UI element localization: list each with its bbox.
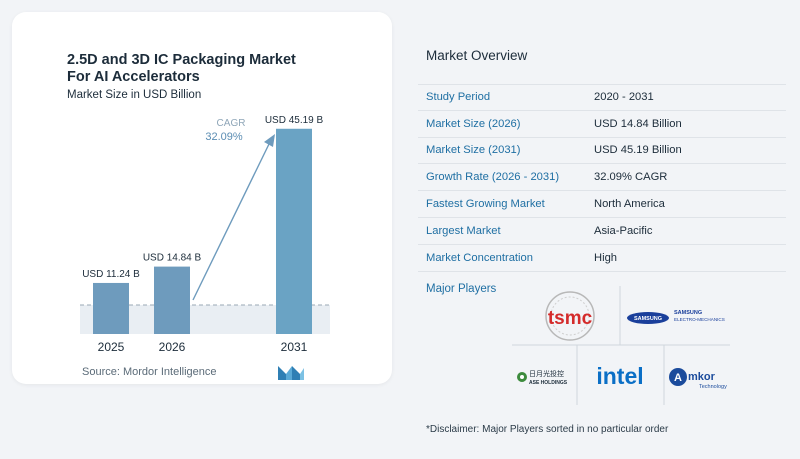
svg-text:SAMSUNG: SAMSUNG bbox=[634, 316, 662, 322]
overview-table: Study Period 2020 - 2031 Market Size (2026… bbox=[418, 84, 786, 272]
overview-row: Fastest Growing Market North America bbox=[418, 191, 786, 218]
bar-value-label: USD 14.84 B bbox=[143, 253, 202, 264]
overview-row-value: USD 45.19 Billion bbox=[594, 144, 682, 157]
svg-text:A: A bbox=[674, 372, 682, 384]
overview-row-label: Market Size (2026) bbox=[426, 117, 521, 130]
overview-row: Market Size (2026) USD 14.84 Billion bbox=[418, 111, 786, 138]
x-tick-label: 2031 bbox=[281, 340, 308, 354]
bar-value-label: USD 45.19 B bbox=[265, 115, 324, 126]
overview-row-label: Fastest Growing Market bbox=[426, 198, 545, 211]
intel-logo-icon: intel bbox=[596, 363, 643, 389]
tsmc-logo-icon: tsmc bbox=[545, 291, 595, 341]
svg-text:intel: intel bbox=[596, 363, 643, 389]
chart-title: 2.5D and 3D IC Packaging Market For AI A… bbox=[67, 52, 347, 86]
bar-2026 bbox=[154, 266, 190, 334]
svg-text:ASE HOLDINGS: ASE HOLDINGS bbox=[529, 380, 568, 386]
x-tick-label: 2025 bbox=[98, 340, 125, 354]
overview-row-value: USD 14.84 Billion bbox=[594, 117, 682, 130]
overview-title: Market Overview bbox=[426, 48, 528, 63]
overview-row: Largest Market Asia-Pacific bbox=[418, 218, 786, 245]
x-tick-label: 2026 bbox=[159, 340, 186, 354]
overview-row-label: Largest Market bbox=[426, 224, 501, 237]
source-note: Source: Mordor Intelligence bbox=[82, 366, 217, 378]
disclaimer: *Disclaimer: Major Players sorted in no … bbox=[426, 424, 669, 435]
overview-row-value: 32.09% CAGR bbox=[594, 171, 668, 184]
mordor-logo-icon bbox=[278, 366, 304, 380]
overview-row-label: Market Concentration bbox=[426, 251, 533, 264]
chart-area: USD 11.24 B 2025 USD 14.84 B 2026 USD 45.19 … bbox=[80, 115, 330, 354]
cagr-value: 32.09% bbox=[205, 131, 243, 143]
cagr-arrowhead bbox=[264, 134, 275, 147]
ase-holdings-logo-icon: 日月光投控 ASE HOLDINGS bbox=[517, 369, 568, 386]
cagr-label: CAGR bbox=[217, 118, 246, 129]
overview-row-value: High bbox=[594, 251, 618, 264]
svg-text:ELECTRO-MECHANICS: ELECTRO-MECHANICS bbox=[674, 317, 725, 322]
market-overview-panel: Market Overview Study Period 2020 - 2031 M… bbox=[402, 0, 800, 459]
overview-row-label: Growth Rate (2026 - 2031) bbox=[426, 171, 560, 184]
major-players-title: Major Players bbox=[426, 283, 497, 295]
svg-text:日月光投控: 日月光投控 bbox=[529, 369, 564, 378]
players-logo-grid: tsmc SAMSUNG SAMSUNG ELECTRO-MECHANICS 日… bbox=[512, 286, 730, 405]
svg-text:mkor: mkor bbox=[688, 371, 716, 383]
chart-title-line2: For AI Accelerators bbox=[67, 69, 200, 85]
overview-row: Study Period 2020 - 2031 bbox=[418, 84, 786, 111]
overview-row-value: North America bbox=[594, 198, 665, 211]
overview-row-value: Asia-Pacific bbox=[594, 224, 653, 237]
chart-subtitle: Market Size in USD Billion bbox=[67, 89, 202, 101]
overview-row-label: Market Size (2031) bbox=[426, 144, 521, 157]
overview-row-value: 2020 - 2031 bbox=[594, 91, 654, 104]
amkor-logo-icon: A mkor Technology bbox=[669, 368, 727, 390]
overview-row: Market Concentration High bbox=[418, 245, 786, 272]
samsung-logo-icon: SAMSUNG SAMSUNG ELECTRO-MECHANICS bbox=[627, 310, 725, 324]
bar-value-label: USD 11.24 B bbox=[82, 269, 140, 280]
overview-row-label: Study Period bbox=[426, 91, 491, 104]
svg-text:SAMSUNG: SAMSUNG bbox=[674, 310, 702, 316]
bar-2031 bbox=[276, 128, 312, 334]
bar-2025 bbox=[93, 282, 129, 334]
chart-title-line1: 2.5D and 3D IC Packaging Market bbox=[67, 52, 296, 68]
svg-text:tsmc: tsmc bbox=[548, 308, 593, 329]
overview-row: Growth Rate (2026 - 2031) 32.09% CAGR bbox=[418, 164, 786, 192]
cagr-arrow-line bbox=[192, 141, 271, 301]
overview-row: Market Size (2031) USD 45.19 Billion bbox=[418, 138, 786, 165]
svg-text:Technology: Technology bbox=[699, 384, 727, 390]
